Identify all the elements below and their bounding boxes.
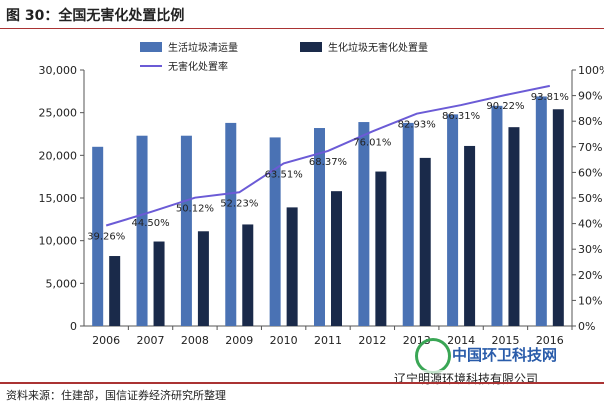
rate-data-label: 52.23% bbox=[220, 198, 258, 209]
rate-data-label: 90.22% bbox=[486, 101, 524, 112]
figure-title: 图 30：全国无害化处置比例 bbox=[6, 8, 185, 24]
right-tick-label: 50% bbox=[578, 192, 602, 205]
footer-divider bbox=[0, 382, 604, 384]
right-tick-label: 70% bbox=[578, 141, 602, 154]
figure-title-bar: 图 30：全国无害化处置比例 bbox=[0, 0, 604, 29]
bar-harmless-disposed bbox=[419, 157, 431, 326]
bar-harmless-disposed bbox=[464, 145, 476, 326]
right-tick-label: 40% bbox=[578, 218, 602, 231]
watermark-company: 辽宁明源环境科技有限公司 bbox=[394, 370, 539, 387]
bar-collected bbox=[402, 122, 414, 326]
bar-harmless-disposed bbox=[242, 224, 254, 326]
rate-data-label: 39.26% bbox=[87, 231, 125, 242]
bar-harmless-disposed bbox=[286, 207, 298, 326]
right-tick-label: 20% bbox=[578, 269, 602, 282]
chart: 0 5,000 10,000 15,000 20,000 25,000 30,000 0% 10… bbox=[39, 41, 604, 347]
left-tick-label: 15,000 bbox=[39, 192, 78, 205]
right-tick-label: 80% bbox=[578, 115, 602, 128]
globe-logo-icon bbox=[415, 338, 451, 374]
bar-collected bbox=[269, 137, 281, 326]
x-tick-label: 2006 bbox=[92, 334, 120, 347]
legend-label-disposed: 生化垃圾无害化处置量 bbox=[328, 41, 428, 54]
x-tick-label: 2010 bbox=[270, 334, 298, 347]
x-tick-label: 2012 bbox=[358, 334, 386, 347]
left-tick-label: 20,000 bbox=[39, 149, 78, 162]
x-tick-label: 2007 bbox=[137, 334, 165, 347]
rate-data-label: 82.93% bbox=[398, 120, 436, 131]
x-tick-label: 2014 bbox=[447, 334, 475, 347]
left-tick-label: 0 bbox=[70, 320, 77, 333]
bar-collected bbox=[225, 122, 237, 326]
right-tick-label: 60% bbox=[578, 166, 602, 179]
bar-harmless-disposed bbox=[375, 171, 387, 326]
rate-data-label: 76.01% bbox=[353, 137, 391, 148]
right-tick-label: 90% bbox=[578, 90, 602, 103]
right-tick-label: 100% bbox=[578, 64, 604, 77]
rate-data-label: 44.50% bbox=[131, 218, 169, 229]
legend-label-collected: 生活垃圾清运量 bbox=[168, 41, 238, 54]
bar-collected bbox=[136, 135, 148, 326]
x-tick-label: 2016 bbox=[536, 334, 564, 347]
left-tick-label: 25,000 bbox=[39, 107, 78, 120]
legend-swatch-disposed bbox=[300, 42, 322, 52]
source-note: 资料来源：住建部，国信证券经济研究所整理 bbox=[6, 389, 226, 402]
x-tick-label: 2011 bbox=[314, 334, 342, 347]
legend-swatch-collected bbox=[140, 42, 162, 52]
bar-harmless-disposed bbox=[197, 231, 209, 326]
bar-collected bbox=[358, 122, 370, 326]
rate-line bbox=[105, 84, 551, 227]
x-tick-label: 2009 bbox=[225, 334, 253, 347]
left-tick-label: 10,000 bbox=[39, 235, 78, 248]
watermark-site-name: 中国环卫科技网 bbox=[452, 346, 558, 364]
rate-data-label: 93.81% bbox=[531, 92, 569, 103]
right-tick-label: 10% bbox=[578, 294, 602, 307]
bar-collected bbox=[491, 105, 503, 326]
bar-harmless-disposed bbox=[552, 109, 564, 327]
bar-collected bbox=[447, 114, 459, 326]
rate-data-label: 68.37% bbox=[309, 157, 347, 168]
x-tick-label: 2015 bbox=[491, 334, 519, 347]
bar-collected bbox=[180, 135, 192, 326]
bar-collected bbox=[92, 146, 104, 326]
bar-harmless-disposed bbox=[508, 127, 520, 326]
left-tick-label: 30,000 bbox=[39, 64, 78, 77]
legend-label-rate: 无害化处置率 bbox=[168, 60, 228, 73]
left-tick-label: 5,000 bbox=[46, 277, 78, 290]
bar-collected bbox=[314, 128, 325, 326]
x-tick-label: 2008 bbox=[181, 334, 209, 347]
bar-harmless-disposed bbox=[109, 256, 121, 326]
rate-data-label: 63.51% bbox=[265, 169, 303, 180]
bar-harmless-disposed bbox=[331, 191, 342, 326]
bar-collected bbox=[535, 96, 547, 326]
rate-data-label: 86.31% bbox=[442, 111, 480, 122]
bar-harmless-disposed bbox=[153, 241, 165, 326]
right-tick-label: 0% bbox=[578, 320, 595, 333]
right-tick-label: 30% bbox=[578, 243, 602, 256]
rate-data-label: 50.12% bbox=[176, 204, 214, 215]
